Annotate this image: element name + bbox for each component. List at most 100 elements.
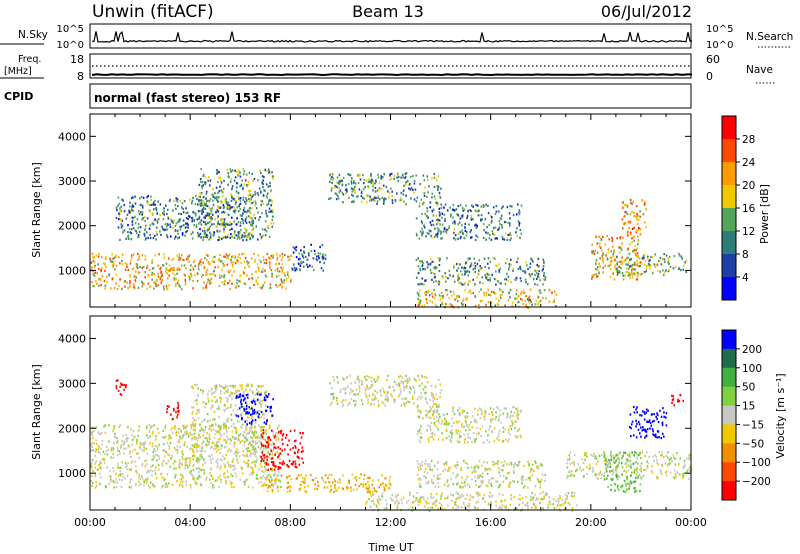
data-region: [671, 393, 684, 407]
data-region: [328, 172, 442, 206]
colorbar-segment: [722, 277, 736, 301]
y-tick-label: 2000: [58, 220, 86, 233]
velocity-y-axis-label: Slant Range [km]: [30, 364, 43, 460]
data-region: [90, 252, 292, 291]
colorbar-tick-label: −200: [742, 476, 771, 488]
x-tick-label: 00:00: [675, 516, 707, 529]
power-y-axis-label: Slant Range [km]: [30, 162, 43, 258]
colorbar-tick-label: 15: [742, 401, 755, 413]
nsky-trace: [91, 30, 693, 43]
colorbar-tick-label: 12: [742, 226, 755, 238]
y-tick-label: 3000: [58, 377, 86, 390]
y-tick-label: 4000: [58, 332, 86, 345]
data-region: [291, 243, 327, 272]
colorbar-segment: [722, 462, 736, 482]
colorbar-segment: [722, 139, 736, 163]
colorbar-segment: [722, 424, 736, 444]
power-scatter-data: [90, 167, 688, 309]
data-region: [115, 194, 255, 242]
nsky-panel-frame: [89, 23, 692, 49]
cpid-panel-frame: [89, 83, 692, 109]
data-region: [416, 405, 522, 444]
power-x-ticks: [89, 114, 692, 307]
data-region: [415, 203, 523, 242]
colorbar-segment: [722, 405, 736, 425]
colorbar-segment: [722, 185, 736, 209]
data-region: [416, 459, 547, 489]
colorbar-tick-label: −50: [742, 438, 764, 450]
power-y-ticks: 1000 2000 3000 4000: [58, 130, 691, 277]
colorbar-segment: [722, 386, 736, 407]
nsearch-label: N.Search: [746, 31, 793, 43]
x-tick-label: 20:00: [575, 516, 607, 529]
data-region: [416, 288, 558, 309]
colorbar-tick-label: −100: [742, 457, 771, 469]
cpid-label: CPID: [4, 90, 33, 103]
power-panel-frame: [89, 113, 692, 308]
data-region: [621, 198, 647, 237]
colorbar-tick-label: 8: [742, 249, 749, 261]
x-axis-label: Time UT: [367, 541, 413, 554]
data-region: [415, 257, 547, 286]
data-region: [365, 491, 578, 513]
x-tick-label: 12:00: [375, 516, 407, 529]
colorbar-segment: [722, 208, 736, 232]
data-region: [629, 405, 668, 440]
colorbar-segment: [722, 443, 736, 463]
colorbar-tick-label: −15: [742, 419, 764, 431]
beam-title: Beam 13: [352, 2, 424, 21]
colorbar-segment: [722, 330, 736, 350]
data-region: [115, 379, 127, 397]
freq-tick-top: 18: [70, 53, 84, 66]
colorbar-tick-label: 4: [742, 272, 749, 284]
colorbar-tick-label: 24: [742, 157, 756, 169]
data-region: [260, 429, 304, 471]
colorbar-segment: [722, 348, 736, 369]
freq-label: Freq.: [18, 54, 41, 65]
data-region: [235, 393, 274, 426]
colorbar-tick-label: 100: [742, 363, 762, 375]
date-title: 06/Jul/2012: [601, 2, 692, 21]
y-tick-label: 1000: [58, 467, 86, 480]
x-tick-label: 16:00: [475, 516, 507, 529]
colorbar-tick-label: 50: [742, 382, 755, 394]
colorbar-segment: [722, 116, 736, 140]
nave-label: Nave: [746, 64, 773, 76]
nave-tick-top: 60: [706, 53, 720, 66]
colorbar-segment: [722, 162, 736, 186]
data-region: [265, 473, 392, 494]
x-tick-label: 04:00: [174, 516, 206, 529]
velocity-x-ticks: 00:00 04:00 08:00 12:00 16:00 20:00 00:00: [74, 316, 707, 529]
data-region: [329, 374, 443, 408]
velocity-panel-frame: [89, 315, 692, 511]
freq-trace: [91, 73, 692, 77]
power-colorbar: 28 24 20 16 12 8 4: [721, 115, 756, 301]
cpid-text: normal (fast stereo) 153 RF: [94, 91, 281, 105]
colorbar-segment: [722, 367, 736, 388]
nsky-right-tick-top: 10^5: [706, 24, 733, 35]
y-tick-label: 3000: [58, 175, 86, 188]
data-region: [166, 402, 180, 421]
nave-tick-bottom: 0: [706, 70, 713, 83]
y-tick-label: 4000: [58, 130, 86, 143]
freq-unit-label: [MHz]: [4, 66, 32, 77]
y-tick-label: 1000: [58, 264, 86, 277]
colorbar-tick-label: 200: [742, 344, 762, 356]
nsky-tick-top: 10^5: [57, 24, 84, 35]
data-region: [197, 167, 275, 241]
freq-tick-bottom: 8: [77, 70, 84, 83]
x-tick-label: 08:00: [274, 516, 306, 529]
velocity-colorbar: 200 100 50 15 −15 −50 −100 −200: [721, 329, 771, 501]
freq-panel-frame: [89, 53, 692, 79]
colorbar-segment: [722, 254, 736, 278]
colorbar-tick-label: 20: [742, 180, 755, 192]
nsky-tick-bottom: 10^0: [57, 40, 84, 51]
y-tick-label: 2000: [58, 422, 86, 435]
station-title: Unwin (fitACF): [92, 2, 214, 22]
colorbar-tick-label: 28: [742, 134, 755, 146]
colorbar-segment: [722, 481, 736, 501]
data-region: [566, 450, 693, 480]
velocity-scatter-data: [90, 374, 693, 513]
